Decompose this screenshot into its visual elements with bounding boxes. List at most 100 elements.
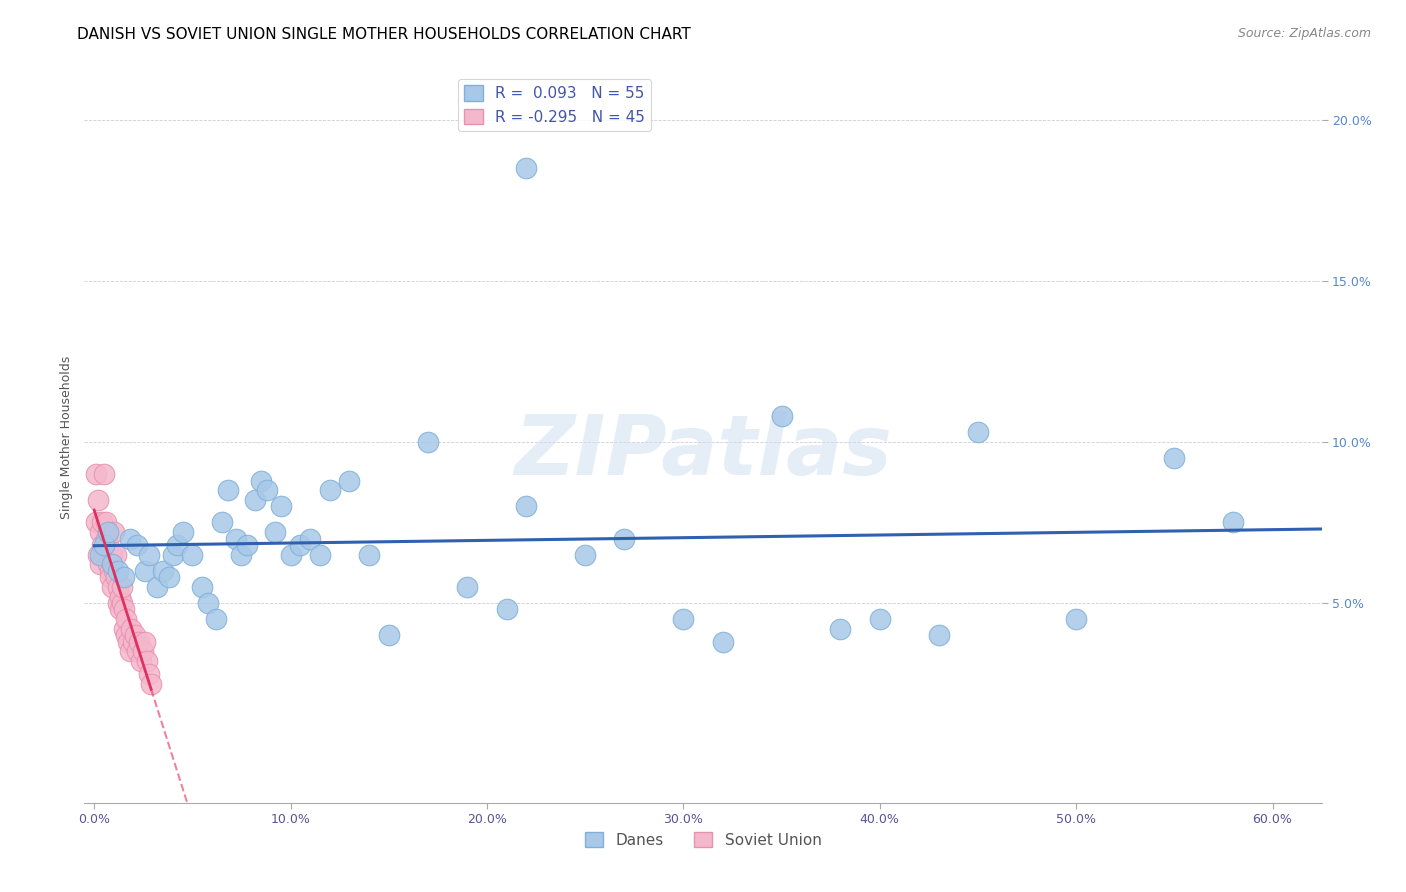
Point [515,161,537,175]
Point [98,564,121,578]
Point [111,596,134,610]
Point [217,483,239,498]
Point [93,467,115,482]
Point [98,570,121,584]
Point [107,564,129,578]
Point [104,570,127,584]
Point [134,564,156,578]
Point [93,538,115,552]
Point [172,525,194,540]
Point [139,676,162,690]
Point [263,525,285,540]
Point [162,548,184,562]
Point [166,538,188,552]
Point [124,628,146,642]
Point [236,538,259,552]
Point [101,548,124,562]
Point [114,612,136,626]
Y-axis label: Single Mother Households: Single Mother Households [60,355,73,519]
Point [87,548,110,562]
Point [378,628,401,642]
Point [711,634,734,648]
Point [309,548,332,562]
Point [132,644,155,658]
Point [515,500,537,514]
Point [495,602,517,616]
Point [103,564,125,578]
Point [94,532,117,546]
Point [770,409,793,424]
Point [830,622,852,636]
Point [191,580,214,594]
Point [104,548,127,562]
Point [97,558,120,572]
Point [101,558,124,572]
Point [117,634,139,648]
Point [613,532,636,546]
Point [181,548,204,562]
Point [118,532,141,546]
Point [107,596,129,610]
Point [928,628,950,642]
Point [205,612,228,626]
Point [108,602,131,616]
Point [101,580,124,594]
Point [250,474,273,488]
Point [869,612,891,626]
Point [112,602,135,616]
Point [97,538,120,552]
Point [231,548,253,562]
Point [138,548,160,562]
Point [339,474,361,488]
Point [131,654,153,668]
Point [127,538,149,552]
Point [128,634,150,648]
Point [93,548,115,562]
Point [112,622,135,636]
Point [114,628,136,642]
Point [211,516,233,530]
Point [299,532,322,546]
Text: ZIPatlas: ZIPatlas [515,411,891,492]
Point [84,467,107,482]
Point [1064,612,1087,626]
Point [1163,450,1185,465]
Point [118,644,141,658]
Point [107,580,129,594]
Legend: Danes, Soviet Union: Danes, Soviet Union [578,825,828,854]
Point [359,548,381,562]
Point [122,634,145,648]
Point [270,500,292,514]
Point [256,483,278,498]
Point [94,516,117,530]
Point [672,612,695,626]
Point [87,492,110,507]
Point [103,525,125,540]
Point [319,483,342,498]
Point [108,590,131,604]
Point [225,532,247,546]
Point [245,492,267,507]
Point [1222,516,1244,530]
Point [280,548,302,562]
Point [152,564,174,578]
Point [290,538,312,552]
Point [574,548,596,562]
Point [146,580,169,594]
Point [89,558,111,572]
Point [91,516,114,530]
Point [967,425,990,440]
Point [112,570,135,584]
Point [136,654,159,668]
Point [456,580,478,594]
Point [84,516,107,530]
Text: Source: ZipAtlas.com: Source: ZipAtlas.com [1237,27,1371,40]
Point [111,580,134,594]
Point [138,667,160,681]
Point [121,622,143,636]
Point [89,525,111,540]
Point [127,644,149,658]
Point [416,434,439,449]
Point [97,525,120,540]
Point [134,634,156,648]
